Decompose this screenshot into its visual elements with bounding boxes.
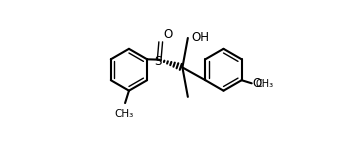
Text: S: S: [155, 55, 162, 68]
Text: OH: OH: [191, 31, 209, 44]
Text: CH₃: CH₃: [256, 79, 274, 89]
Text: O: O: [252, 77, 262, 90]
Text: CH₃: CH₃: [114, 109, 133, 119]
Text: O: O: [163, 28, 172, 41]
